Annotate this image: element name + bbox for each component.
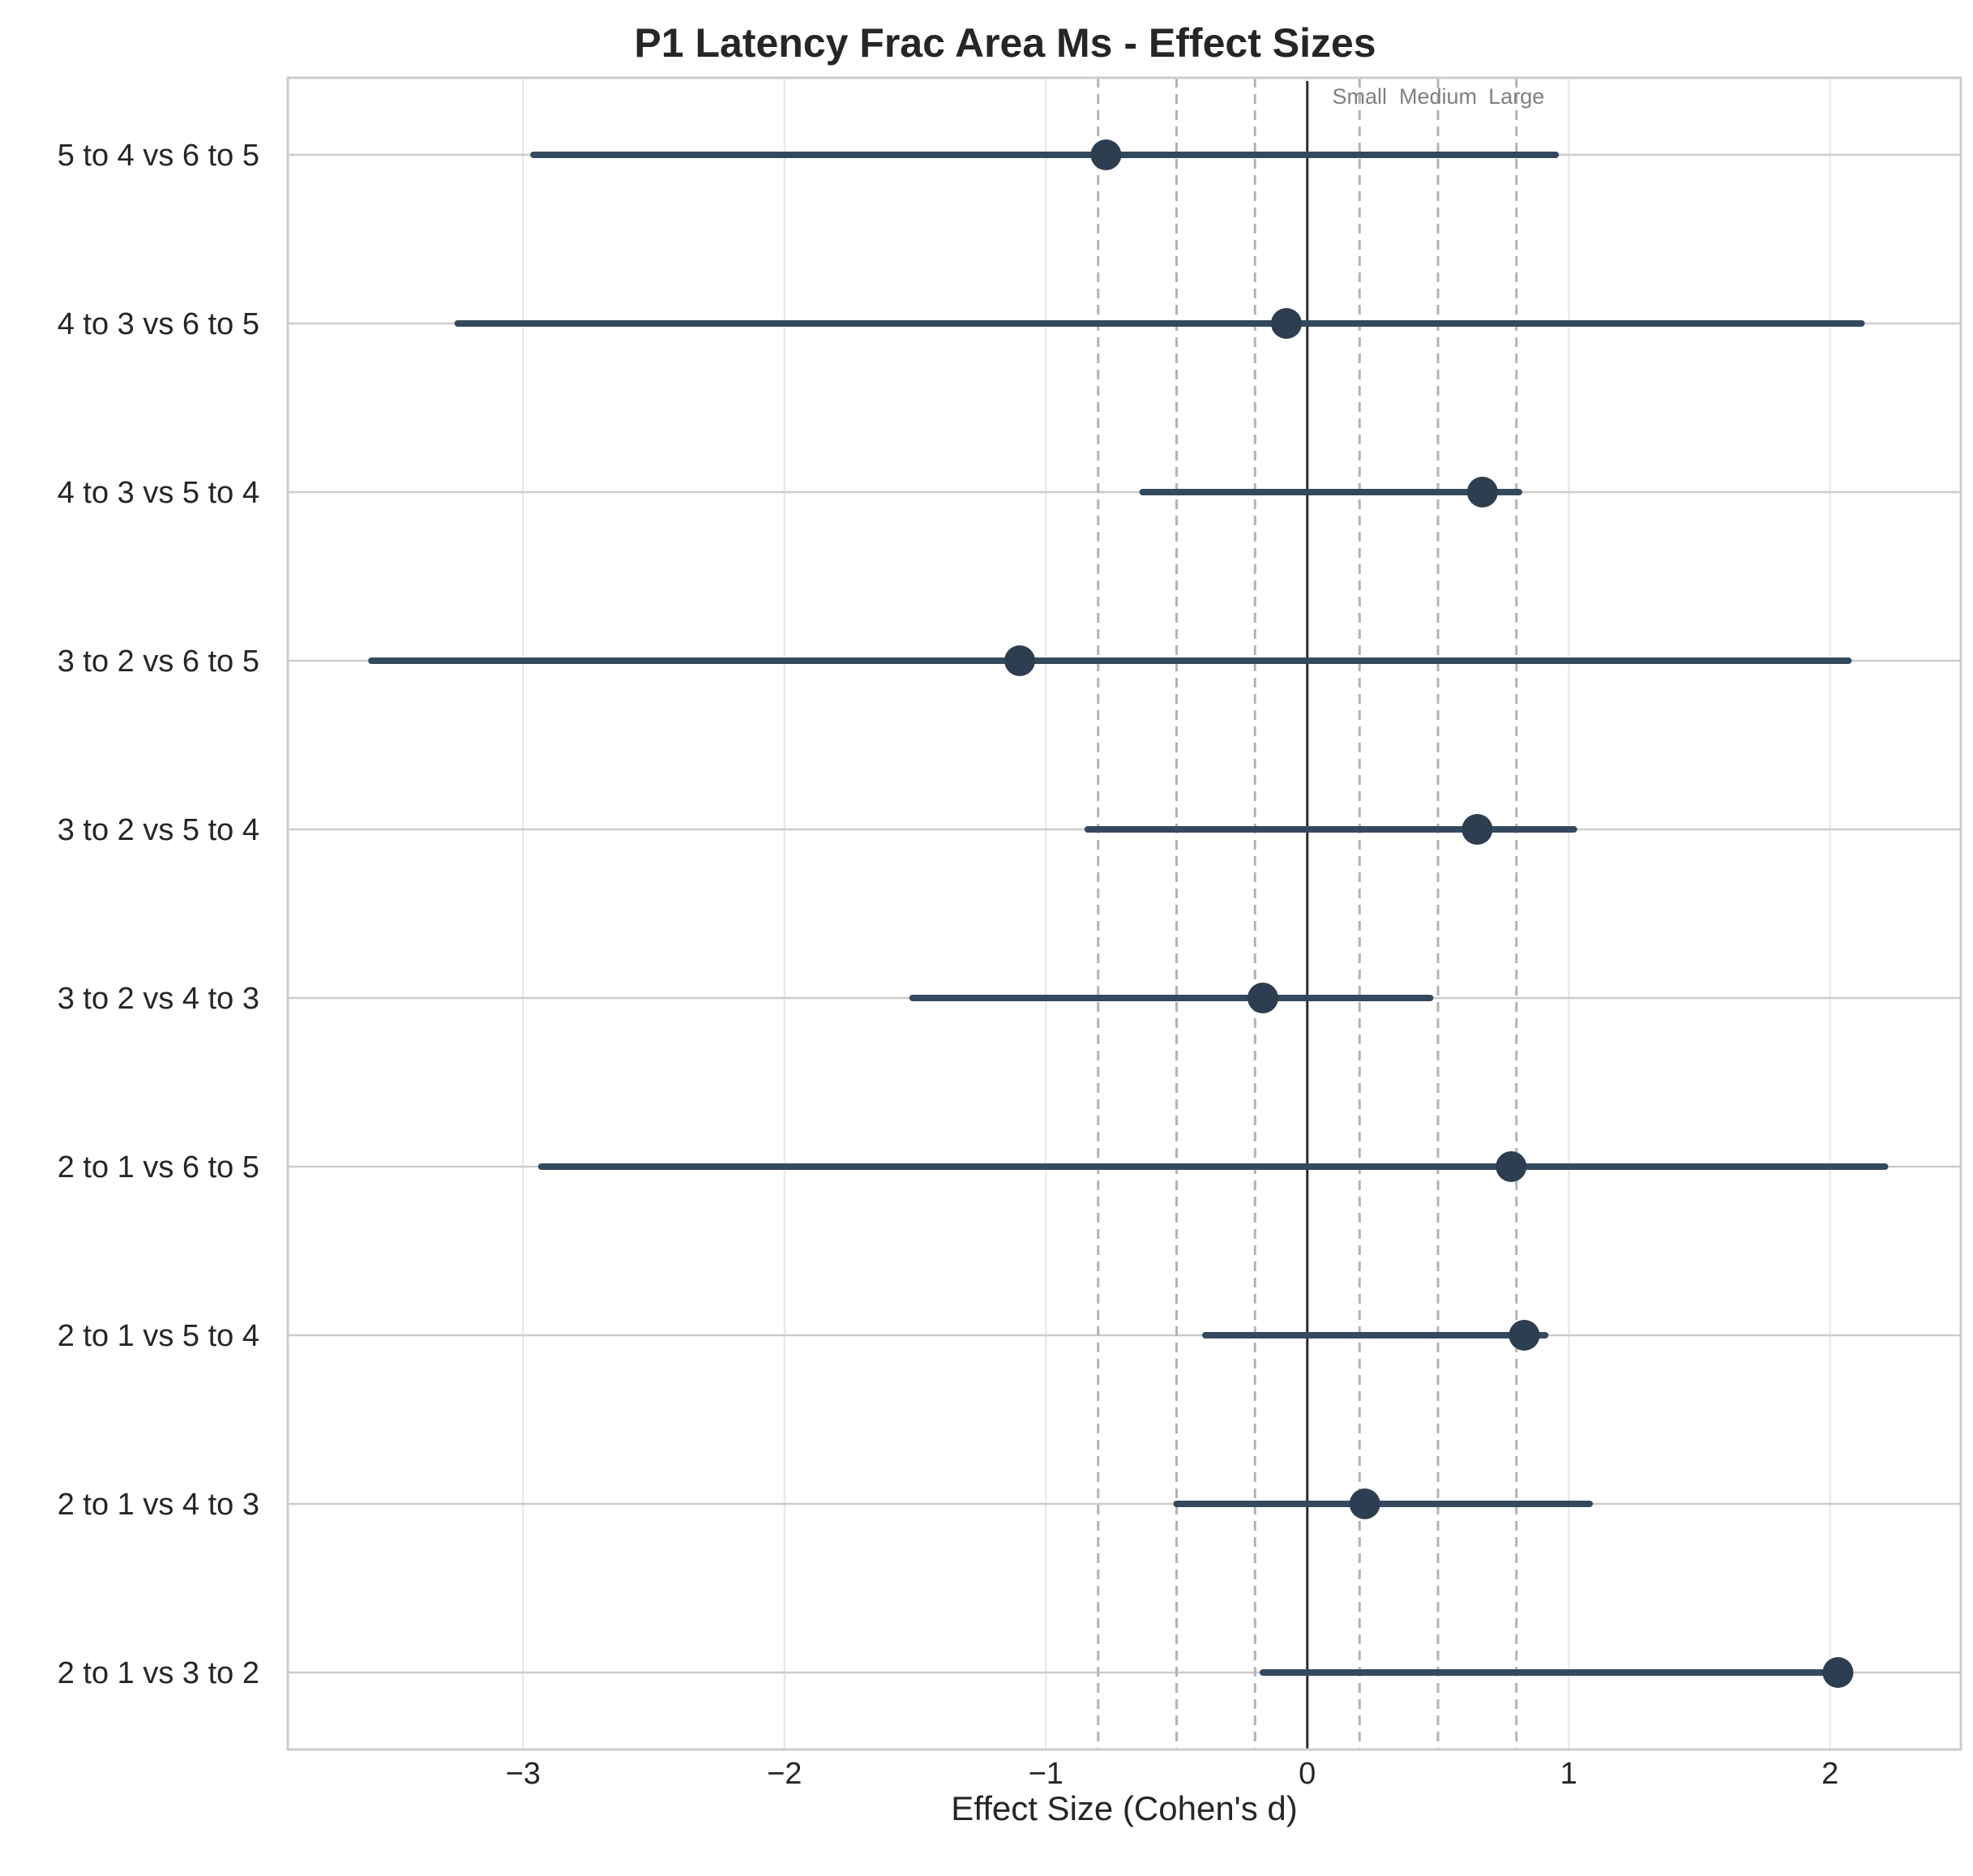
effect-point [1509, 1320, 1540, 1351]
chart-title: P1 Latency Frac Area Ms - Effect Sizes [634, 20, 1376, 66]
y-tick-label: 4 to 3 vs 5 to 4 [58, 476, 259, 510]
y-tick-label: 2 to 1 vs 3 to 2 [58, 1656, 259, 1690]
y-tick-label: 3 to 2 vs 4 to 3 [58, 982, 259, 1016]
y-tick-label: 4 to 3 vs 6 to 5 [58, 307, 259, 341]
grid [288, 78, 1961, 1750]
threshold-label: Small [1332, 84, 1387, 109]
x-tick-label: 2 [1821, 1757, 1838, 1791]
x-axis-ticks: −3 −2 −1 0 1 2 [506, 1757, 1839, 1791]
x-tick-label: −1 [1029, 1757, 1064, 1791]
x-tick-label: 1 [1560, 1757, 1577, 1791]
effect-point [1247, 983, 1278, 1013]
plot-frame [286, 76, 1962, 1751]
x-tick-label: 0 [1299, 1757, 1316, 1791]
y-tick-label: 2 to 1 vs 5 to 4 [58, 1319, 259, 1353]
y-axis-ticks: 5 to 4 vs 6 to 5 4 to 3 vs 6 to 5 4 to 3 v… [58, 139, 259, 1690]
effect-point [1349, 1488, 1380, 1519]
x-axis-label: Effect Size (Cohen's d) [951, 1789, 1297, 1827]
x-tick-label: −3 [506, 1757, 541, 1791]
y-tick-label: 5 to 4 vs 6 to 5 [58, 139, 259, 173]
y-tick-label: 2 to 1 vs 4 to 3 [58, 1488, 259, 1522]
effect-point [1004, 645, 1035, 676]
threshold-label: Medium [1399, 84, 1477, 109]
data-marks [368, 139, 1889, 1688]
x-tick-label: −2 [767, 1757, 802, 1791]
effect-point [1090, 139, 1122, 170]
threshold-label: Large [1488, 84, 1544, 109]
effect-point [1496, 1151, 1527, 1182]
y-tick-label: 2 to 1 vs 6 to 5 [58, 1150, 259, 1184]
effect-point [1466, 477, 1498, 508]
reference-lines: Small Medium Large [1097, 78, 1544, 1750]
y-tick-label: 3 to 2 vs 6 to 5 [58, 645, 259, 679]
effect-point [1822, 1657, 1854, 1688]
effect-point [1462, 814, 1493, 845]
effect-point [1270, 308, 1302, 339]
y-tick-label: 3 to 2 vs 5 to 4 [58, 813, 259, 847]
